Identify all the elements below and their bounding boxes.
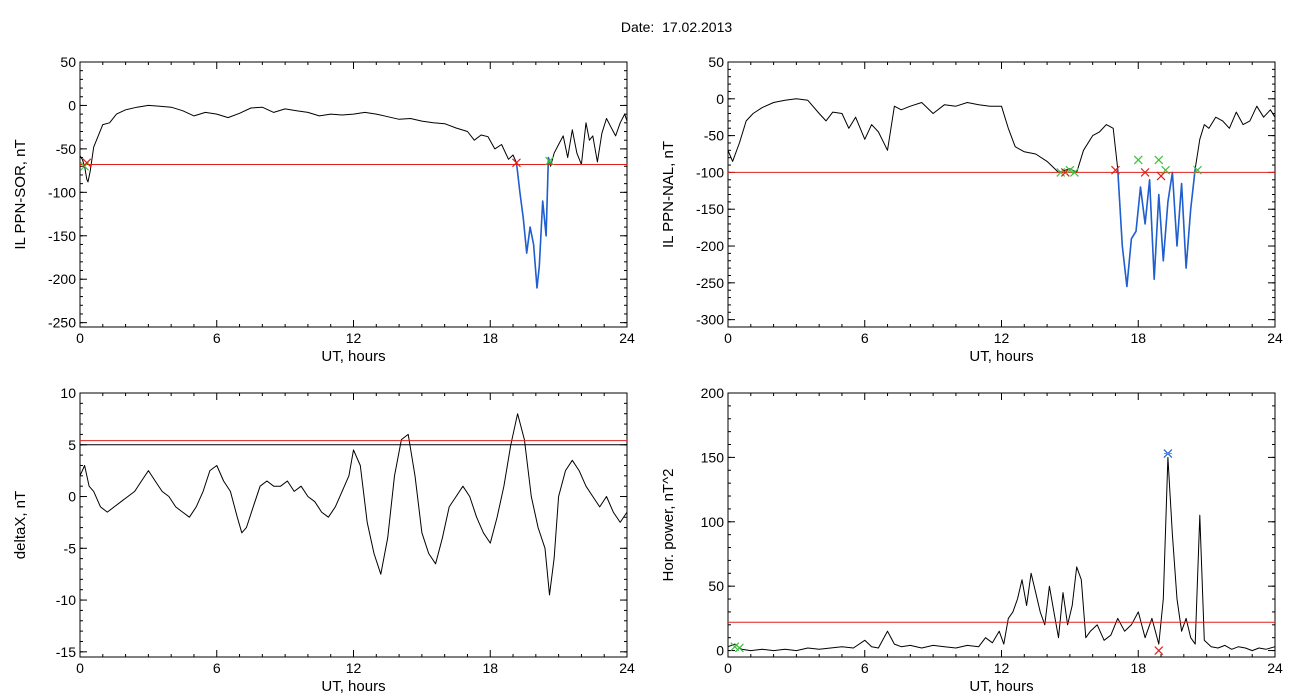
x-tick-label: 18 — [1130, 330, 1146, 346]
y-tick-label: -150 — [48, 228, 76, 244]
y-tick-label: 50 — [60, 54, 76, 70]
x-axis-label: UT, hours — [321, 678, 385, 695]
highlight-series — [1116, 168, 1196, 288]
x-tick-label: 6 — [861, 660, 869, 676]
y-tick-label: -15 — [56, 644, 76, 660]
x-tick-label: 6 — [213, 660, 221, 676]
y-tick-label: 50 — [708, 54, 724, 70]
y-tick-label: 0 — [68, 97, 76, 113]
cross-marker — [734, 643, 744, 653]
cross-marker — [1070, 167, 1079, 177]
x-tick-label: 12 — [346, 660, 362, 676]
y-tick-label: 10 — [60, 385, 76, 401]
cross-marker — [1163, 449, 1173, 458]
plot-frame — [727, 392, 1276, 658]
cross-marker — [512, 158, 521, 168]
x-tick-label: 0 — [76, 660, 84, 676]
cross-marker — [1161, 165, 1171, 175]
chart-sor: 0 6 12 18 24 50 0 -50 -100 -150 -200 -250 UT, hours I… — [12, 54, 635, 365]
x-tick-label: 18 — [1130, 660, 1146, 676]
plot-frame — [79, 392, 628, 658]
page-title: Date: 17.02.2013 — [620, 19, 733, 35]
chart-nal: 0 6 12 18 24 50 0 -50 -100 -150 -200 -250 -300 UT, ho… — [660, 54, 1283, 365]
y-axis-label: Hor. power, nT^2 — [660, 469, 677, 582]
x-axis-label: UT, hours — [969, 348, 1033, 365]
signal-series — [79, 413, 628, 596]
cross-marker — [1156, 171, 1166, 181]
y-tick-label: -5 — [64, 540, 77, 556]
x-axis-label: UT, hours — [321, 348, 385, 365]
y-tick-label: -200 — [48, 271, 76, 287]
x-tick-label: 0 — [724, 660, 732, 676]
y-tick-label: -200 — [696, 238, 724, 254]
cross-marker — [82, 158, 92, 168]
x-tick-label: 24 — [1267, 330, 1283, 346]
y-tick-label: -50 — [56, 141, 76, 157]
cross-marker — [545, 156, 554, 166]
y-tick-label: -250 — [696, 275, 724, 291]
y-tick-label: 0 — [716, 91, 724, 107]
plot-frame — [79, 61, 628, 328]
cross-marker — [1060, 167, 1070, 177]
cross-marker — [1140, 167, 1150, 177]
y-tick-label: -300 — [696, 312, 724, 328]
x-axis-label: UT, hours — [969, 678, 1033, 695]
cross-marker — [1111, 165, 1120, 175]
x-tick-label: 24 — [619, 660, 635, 676]
y-axis-label: deltaX, nT — [12, 491, 29, 559]
cross-marker — [1154, 155, 1164, 165]
y-tick-label: -100 — [696, 164, 724, 180]
cross-marker — [1133, 155, 1143, 165]
y-tick-label: 0 — [716, 643, 724, 659]
x-tick-label: 12 — [346, 330, 362, 346]
chart-deltax: 0 6 12 18 24 10 5 0 -5 -10 -15 UT, hours deltaX, nT — [12, 385, 635, 695]
x-tick-label: 0 — [76, 330, 84, 346]
x-tick-label: 18 — [482, 330, 498, 346]
cross-marker — [1065, 165, 1075, 175]
y-axis-label: IL PPN-SOR, nT — [12, 139, 29, 249]
x-tick-label: 6 — [861, 330, 869, 346]
y-tick-label: -150 — [696, 201, 724, 217]
signal-series — [727, 456, 1276, 652]
y-tick-label: -50 — [704, 128, 724, 144]
x-tick-label: 24 — [619, 330, 635, 346]
x-tick-label: 0 — [724, 330, 732, 346]
x-tick-label: 12 — [994, 660, 1010, 676]
y-tick-label: -10 — [56, 592, 76, 608]
y-tick-label: 200 — [701, 385, 725, 401]
chart-power: 0 6 12 18 24 200 150 100 50 0 UT, hours Hor. power,… — [660, 385, 1283, 695]
x-tick-label: 12 — [994, 330, 1010, 346]
cross-marker — [1193, 165, 1202, 175]
x-tick-label: 18 — [482, 660, 498, 676]
highlight-series — [515, 156, 552, 289]
signal-series — [79, 104, 628, 289]
x-tick-label: 6 — [213, 330, 221, 346]
y-tick-label: 50 — [708, 578, 724, 594]
cross-marker — [1154, 646, 1164, 655]
signal-series — [727, 98, 1276, 287]
y-tick-label: 5 — [68, 437, 76, 453]
x-tick-label: 24 — [1267, 660, 1283, 676]
y-tick-label: 150 — [701, 449, 725, 465]
y-tick-label: 100 — [701, 514, 725, 530]
y-tick-label: -100 — [48, 184, 76, 200]
y-tick-label: -250 — [48, 315, 76, 331]
y-axis-label: IL PPN-NAL, nT — [660, 141, 677, 248]
y-tick-label: 0 — [68, 489, 76, 505]
